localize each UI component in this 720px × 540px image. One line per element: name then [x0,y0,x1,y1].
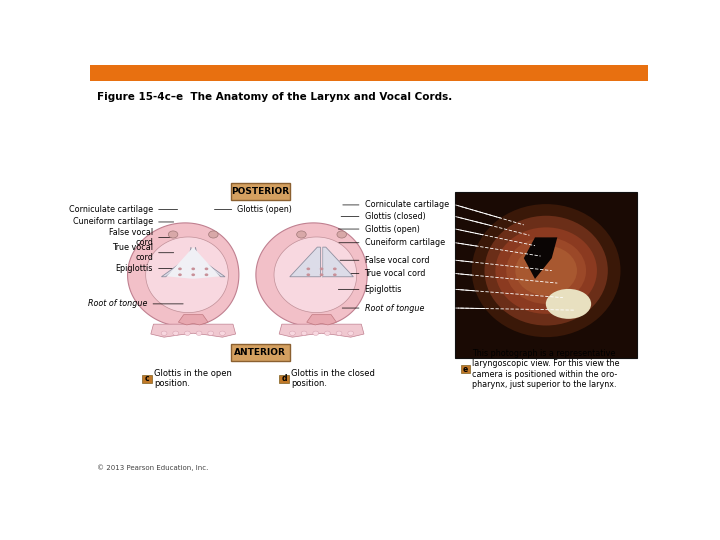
Text: POSTERIOR: POSTERIOR [231,187,289,196]
Text: True vocal cord: True vocal cord [364,269,426,278]
Text: e: e [463,364,468,374]
Polygon shape [195,247,225,277]
Text: Corniculate cartilage: Corniculate cartilage [364,200,449,210]
Text: True vocal
cord: True vocal cord [112,243,153,262]
FancyBboxPatch shape [230,344,289,361]
Polygon shape [323,247,354,277]
Text: Corniculate cartilage: Corniculate cartilage [69,205,153,214]
FancyBboxPatch shape [143,375,152,383]
Text: c: c [145,374,150,383]
Text: Epiglottis: Epiglottis [364,285,402,294]
Text: Glottis in the open
position.: Glottis in the open position. [154,369,232,388]
Circle shape [173,331,179,335]
Circle shape [333,273,337,276]
Circle shape [337,231,346,238]
Ellipse shape [546,289,591,319]
Circle shape [204,273,208,276]
Text: ANTERIOR: ANTERIOR [234,348,286,357]
Polygon shape [307,315,336,325]
Bar [90,65,648,80]
Text: False vocal cord: False vocal cord [364,256,429,265]
FancyBboxPatch shape [461,365,470,373]
Polygon shape [289,247,320,277]
Text: Cuneiform cartilage: Cuneiform cartilage [364,238,445,247]
Text: Figure 15-4c–e  The Anatomy of the Larynx and Vocal Cords.: Figure 15-4c–e The Anatomy of the Larynx… [96,92,452,102]
Ellipse shape [472,204,621,337]
Text: This photograph is a representative
laryngoscopic view. For this view the
camera: This photograph is a representative lary… [472,349,620,389]
Circle shape [348,331,354,335]
Circle shape [204,267,208,270]
FancyBboxPatch shape [279,375,289,383]
Circle shape [325,331,330,335]
Circle shape [320,267,323,270]
Polygon shape [145,237,228,313]
Polygon shape [167,247,220,279]
Bar [456,192,636,358]
Circle shape [289,331,295,335]
Circle shape [178,273,182,276]
Text: False vocal
cord: False vocal cord [109,228,153,247]
Polygon shape [256,223,367,327]
Polygon shape [524,238,557,279]
Circle shape [209,231,218,238]
Circle shape [208,331,214,335]
Ellipse shape [485,216,608,326]
Text: Epiglottis: Epiglottis [116,264,153,273]
Polygon shape [279,324,364,337]
Text: Glottis in the closed
position.: Glottis in the closed position. [291,369,374,388]
Ellipse shape [506,238,586,304]
Circle shape [320,273,323,276]
Ellipse shape [516,246,577,295]
Ellipse shape [495,227,597,314]
Polygon shape [150,324,235,337]
Circle shape [196,331,202,335]
Polygon shape [161,247,191,277]
Text: Glottis (open): Glottis (open) [364,225,420,233]
Circle shape [336,331,342,335]
Polygon shape [127,223,239,327]
Polygon shape [274,237,356,313]
Circle shape [301,331,307,335]
FancyBboxPatch shape [230,183,289,200]
Text: Glottis (closed): Glottis (closed) [364,212,426,221]
Text: d: d [281,374,287,383]
Text: Root of tongue: Root of tongue [88,299,148,308]
Circle shape [161,331,167,335]
Circle shape [220,331,225,335]
Circle shape [297,231,306,238]
Circle shape [192,273,195,276]
Circle shape [307,267,310,270]
Text: Glottis (open): Glottis (open) [238,205,292,214]
Ellipse shape [459,192,633,349]
Circle shape [312,331,319,335]
Circle shape [307,273,310,276]
Text: Root of tongue: Root of tongue [364,303,424,313]
Polygon shape [179,315,208,325]
Circle shape [184,331,190,335]
Text: Cuneiform cartilage: Cuneiform cartilage [73,218,153,226]
Circle shape [192,267,195,270]
Circle shape [333,267,337,270]
Circle shape [178,267,182,270]
Circle shape [168,231,178,238]
Text: © 2013 Pearson Education, Inc.: © 2013 Pearson Education, Inc. [96,465,208,471]
